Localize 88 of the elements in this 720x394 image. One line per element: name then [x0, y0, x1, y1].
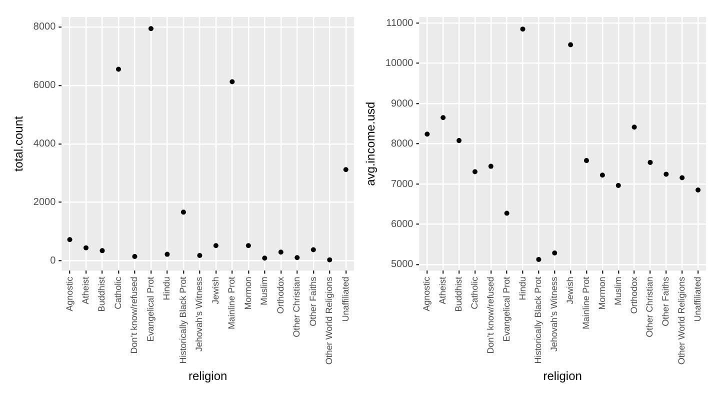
point [148, 26, 154, 32]
point [230, 79, 235, 84]
point [294, 255, 300, 260]
x-tick-label: Agnostic [64, 276, 74, 312]
y-tick-label: 8000 [390, 138, 414, 150]
point [67, 237, 72, 242]
point [504, 210, 510, 216]
x-tick-label: Catholic [112, 276, 123, 310]
x-tick-label: Hindu [162, 276, 172, 300]
point [84, 245, 89, 250]
x-tick-label: Jewish [210, 276, 220, 304]
x-tick-label: Atheist [80, 276, 90, 304]
y-axis-title: total.count [12, 116, 26, 172]
point [246, 243, 251, 248]
x-tick-label: Other World Religions [324, 276, 334, 365]
point [664, 172, 669, 177]
point [327, 257, 332, 262]
y-tick-label: 6000 [390, 219, 414, 230]
point [343, 167, 348, 172]
y-tick-label: 7000 [390, 178, 414, 190]
y-axis-title: avg.income.usd [364, 102, 378, 186]
x-tick-label: Evangelical Prot [145, 276, 156, 342]
point [116, 66, 121, 72]
x-tick-label: Muslim [612, 276, 623, 306]
point [680, 175, 685, 180]
y-tick-label: 4000 [33, 138, 56, 150]
x-tick-label: Buddhist [96, 276, 107, 312]
x-tick-label: Mormon [242, 276, 253, 310]
point [472, 169, 478, 174]
x-tick-label: Historically Black Prot [178, 276, 188, 364]
x-tick-label: Agnostic [422, 276, 432, 312]
point [632, 124, 637, 130]
point [440, 115, 446, 120]
x-tick-label: Don’t know/refused [485, 276, 496, 354]
x-tick-label: Orthodox [275, 276, 286, 314]
point [552, 250, 558, 256]
x-tick-label: Other Faiths [660, 276, 671, 326]
point [132, 254, 138, 259]
point [584, 158, 590, 164]
x-tick-label: Unaffiliated [692, 276, 703, 322]
x-tick-label: Historically Black Prot [533, 276, 544, 364]
point [520, 26, 526, 32]
x-tick-label: Don’t know/refused [129, 276, 140, 354]
y-tick-label: 6000 [33, 80, 56, 92]
x-tick-label: Hindu [517, 276, 528, 300]
point [262, 256, 268, 261]
x-tick-label: Jewish [565, 276, 576, 304]
point [488, 164, 494, 169]
point [197, 253, 202, 258]
x-tick-label: Catholic [469, 276, 480, 310]
x-tick-label: Other Christian [644, 276, 655, 338]
x-tick-label: Mainline Prot [226, 276, 237, 330]
x-tick-label: Mormon [596, 276, 607, 310]
point [456, 138, 462, 144]
point [180, 210, 186, 215]
x-tick-label: Jehovah's Witness [194, 276, 204, 352]
y-tick-label: 8000 [33, 22, 56, 33]
point [600, 172, 605, 178]
x-tick-label: Mainline Prot [580, 276, 591, 330]
point [696, 188, 701, 193]
y-tick-label: 2000 [33, 197, 56, 208]
x-tick-label: Buddhist [454, 276, 464, 312]
point [278, 250, 284, 255]
x-tick-label: Jehovah's Witness [549, 276, 560, 352]
point [100, 248, 105, 254]
y-tick-label: 10000 [385, 58, 414, 70]
x-tick-label: Other Christian [292, 276, 302, 338]
x-tick-label: Muslim [259, 276, 270, 306]
x-tick-label: Atheist [438, 276, 448, 304]
x-tick-label: Unaffiliated [340, 276, 350, 322]
x-tick-label: Other World Religions [676, 276, 687, 365]
y-tick-label: 11000 [386, 18, 414, 29]
y-tick-label: 0 [50, 256, 56, 267]
x-tick-label: Orthodox [628, 276, 639, 314]
point [648, 160, 653, 165]
y-tick-label: 5000 [390, 259, 414, 270]
x-axis-title: religion [543, 369, 582, 384]
x-tick-label: Other Faiths [308, 276, 318, 326]
point [424, 132, 430, 137]
point [310, 247, 316, 252]
y-tick-label: 9000 [390, 98, 414, 110]
point [568, 42, 574, 48]
point [536, 256, 542, 262]
x-axis-title: religion [188, 369, 228, 384]
point [213, 243, 218, 248]
point [616, 182, 621, 188]
point [164, 252, 170, 257]
x-tick-label: Evangelical Prot [501, 276, 512, 342]
